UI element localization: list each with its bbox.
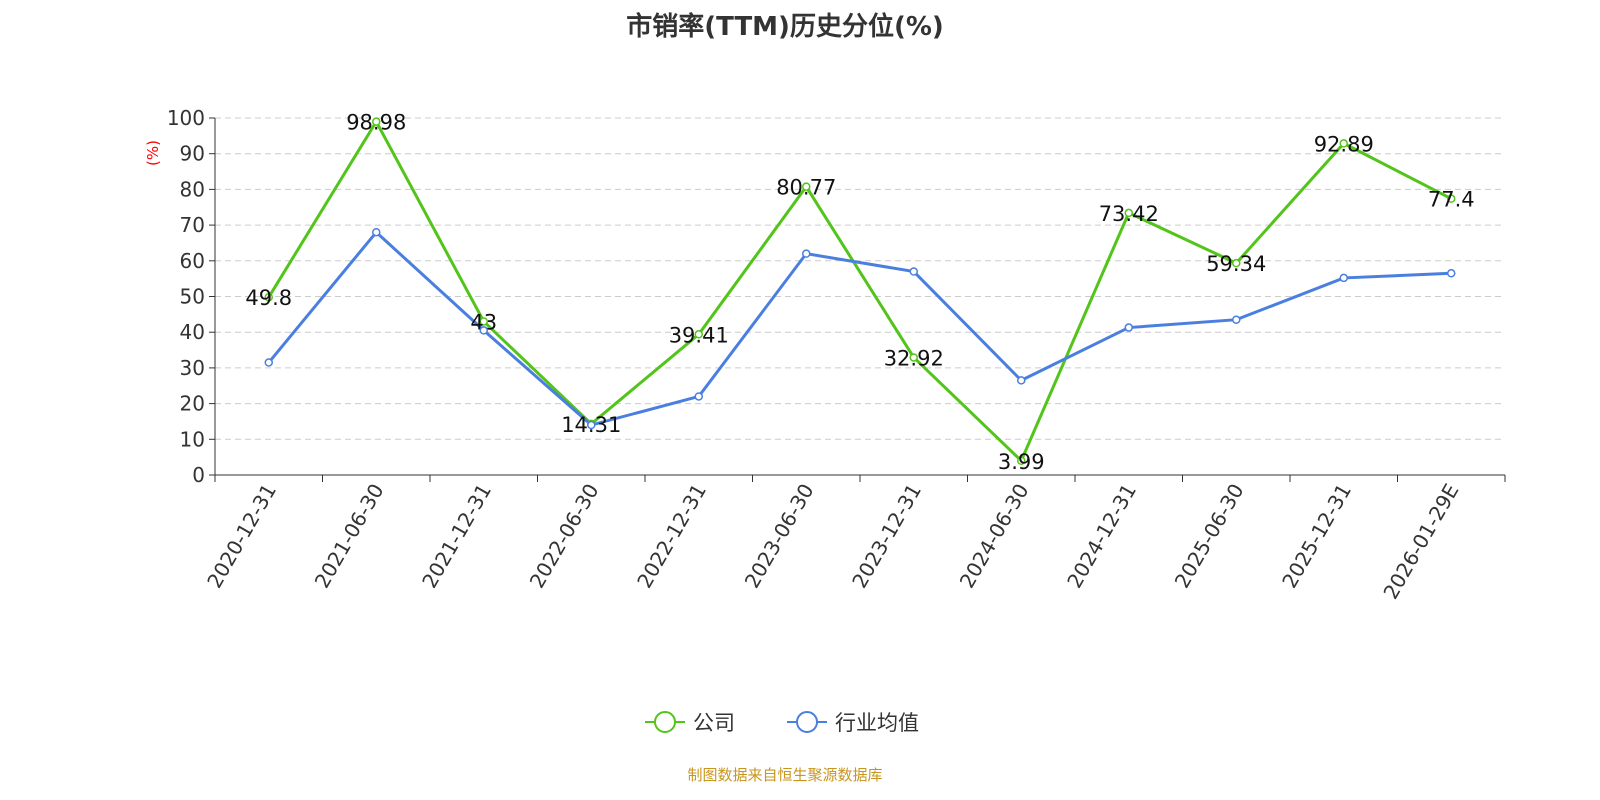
data-point	[372, 227, 381, 237]
data-point	[479, 326, 488, 335]
x-tick-label: 2022-06-30	[525, 480, 604, 593]
data-label: 92.89	[1314, 132, 1374, 156]
data-point	[1339, 273, 1348, 283]
x-tick-label: 2025-12-31	[1277, 480, 1356, 593]
data-point	[1232, 258, 1241, 268]
y-tick-label: 100	[167, 106, 205, 130]
x-tick-label: 2026-01-29E	[1378, 480, 1463, 604]
legend-marker	[654, 711, 676, 733]
series-line-industry	[267, 230, 1452, 427]
data-point	[1017, 376, 1026, 385]
legend-label: 行业均值	[835, 711, 919, 735]
data-point	[1447, 269, 1456, 278]
y-tick-label: 70	[180, 213, 205, 237]
y-tick-label: 90	[180, 142, 205, 166]
y-tick-label: 40	[180, 320, 205, 344]
data-label: 59.34	[1206, 252, 1266, 276]
y-tick-label: 60	[180, 249, 205, 273]
data-point	[1447, 194, 1456, 203]
data-label: 80.77	[776, 176, 836, 200]
data-point	[1232, 315, 1241, 324]
x-tick-label: 2021-06-30	[310, 480, 389, 593]
x-tick-label: 2020-12-31	[202, 480, 281, 593]
x-tick-label: 2022-12-31	[632, 480, 711, 593]
y-tick-label: 30	[180, 356, 205, 380]
y-tick-label: 50	[180, 285, 205, 309]
data-point	[909, 267, 918, 276]
data-point	[802, 249, 811, 258]
x-tick-label: 2023-12-31	[847, 480, 926, 593]
data-point	[1339, 139, 1348, 148]
data-point	[264, 358, 273, 367]
data-point	[264, 292, 273, 302]
data-point	[909, 353, 918, 362]
data-point	[372, 117, 381, 126]
data-point	[1017, 456, 1026, 466]
data-label: 98.98	[346, 111, 406, 135]
data-point	[694, 392, 703, 401]
data-label: 32.92	[884, 346, 944, 370]
data-point	[479, 317, 488, 326]
y-tick-label: 10	[180, 427, 205, 451]
data-label: 49.8	[245, 286, 292, 310]
legend-marker	[796, 711, 818, 733]
y-tick-label: 80	[180, 177, 205, 201]
data-point	[694, 330, 703, 339]
data-label: 3.99	[998, 450, 1045, 474]
y-axis-unit: (%)	[144, 140, 162, 166]
data-point	[1124, 208, 1133, 218]
legend-label: 公司	[693, 711, 735, 735]
data-label: 39.41	[669, 323, 729, 347]
data-label: 77.4	[1428, 188, 1475, 212]
x-tick-label: 2024-06-30	[955, 480, 1034, 593]
x-tick-label: 2024-12-31	[1062, 480, 1141, 593]
data-label: 73.42	[1099, 202, 1159, 226]
x-tick-label: 2025-06-30	[1170, 480, 1249, 593]
data-point	[1124, 323, 1133, 332]
y-tick-label: 0	[192, 463, 205, 487]
x-tick-label: 2021-12-31	[417, 480, 496, 593]
source-footer: 制图数据来自恒生聚源数据库	[687, 766, 883, 784]
x-tick-label: 2023-06-30	[740, 480, 819, 593]
data-point	[587, 420, 596, 430]
data-point	[802, 182, 811, 191]
series-line-company	[267, 118, 1452, 464]
y-tick-label: 20	[180, 392, 205, 416]
chart-title: 市销率(TTM)历史分位(%)	[626, 12, 944, 42]
